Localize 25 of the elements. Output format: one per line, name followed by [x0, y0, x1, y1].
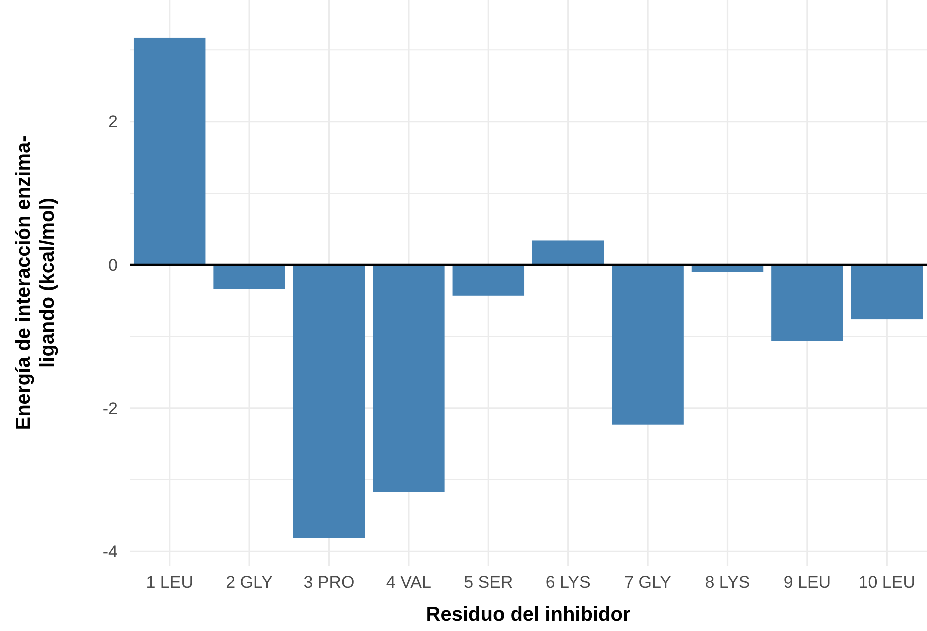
x-tick-label: 3 PRO	[304, 573, 355, 592]
x-axis-title: Residuo del inhibidor	[426, 604, 631, 626]
bar	[293, 265, 366, 538]
x-tick-label: 5 SER	[464, 573, 514, 592]
y-tick-label: -2	[102, 399, 118, 418]
x-tick-label: 6 LYS	[546, 573, 591, 592]
y-tick-label: 0	[108, 256, 118, 276]
x-tick-label: 10 LEU	[858, 573, 916, 592]
x-tick-label: 4 VAL	[386, 573, 432, 592]
bar	[134, 38, 206, 266]
y-axis-title: Energía de interacción enzima- ligando (kcal/mol)	[13, 136, 59, 430]
x-tick-label: 2 GLY	[226, 573, 274, 592]
x-tick-label: 9 LEU	[784, 573, 832, 592]
y-tick-label: -4	[102, 542, 118, 562]
bar	[772, 265, 844, 342]
bar	[373, 265, 445, 492]
bar	[612, 265, 684, 425]
x-tick-label: 1 LEU	[146, 573, 194, 592]
bar	[851, 265, 924, 320]
bar	[532, 240, 604, 266]
bar	[452, 265, 525, 296]
x-tick-label: 7 GLY	[624, 573, 672, 592]
y-tick-label: 2	[108, 112, 118, 132]
x-tick-label: 8 LYS	[705, 573, 750, 592]
bar	[214, 265, 286, 290]
